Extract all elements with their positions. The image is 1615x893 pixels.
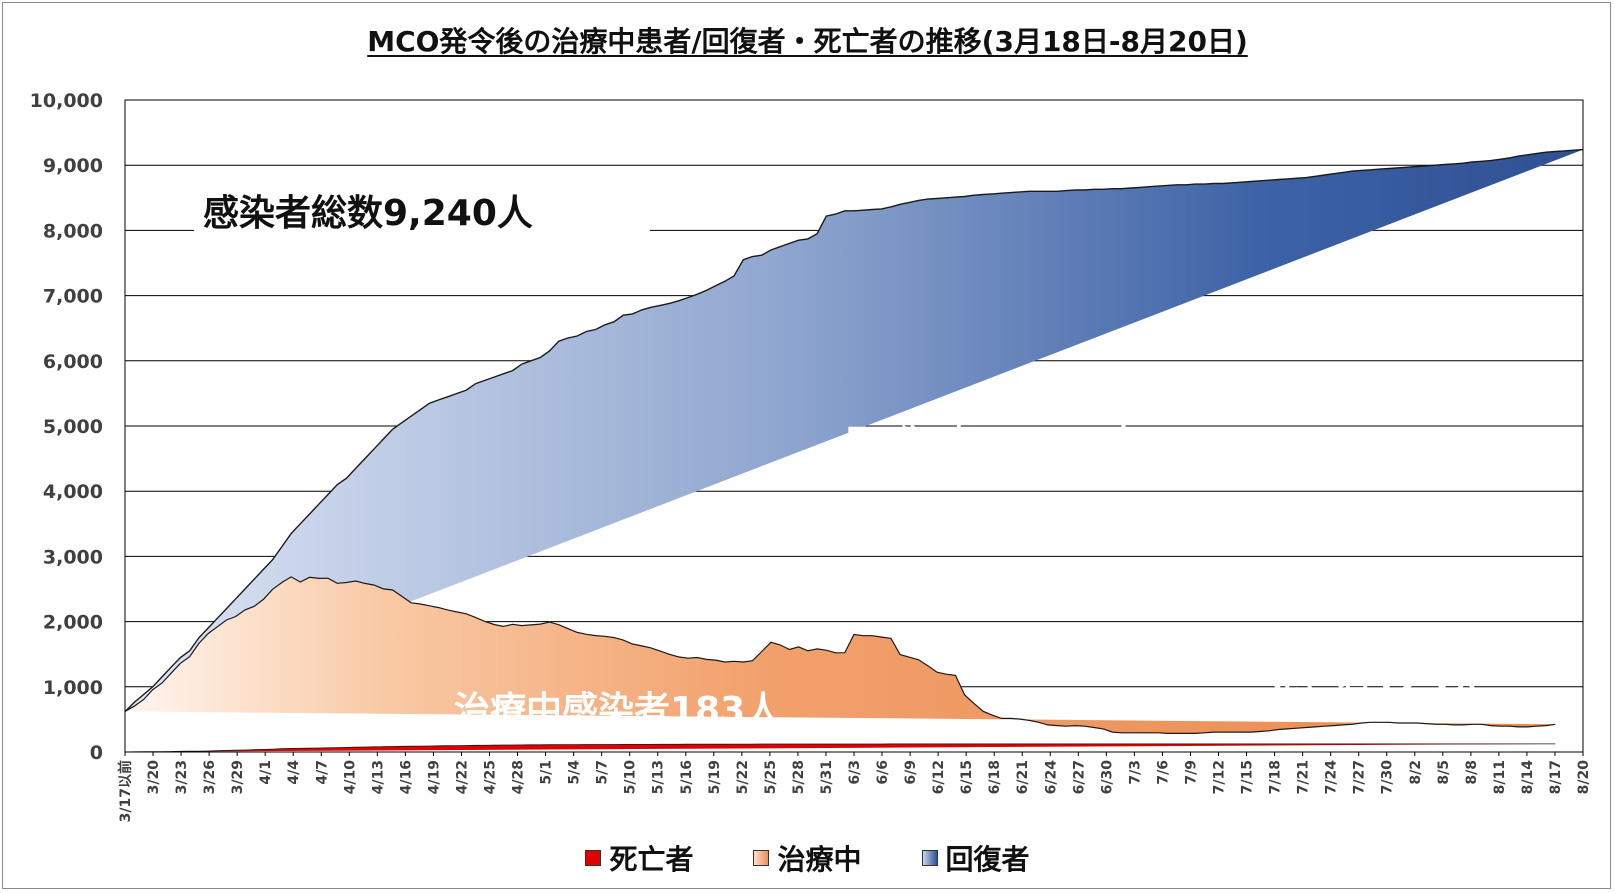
y-tick-label: 0 [90,742,103,764]
annotation-deaths: 死亡者125人 [1265,662,1484,703]
x-tick-label: 8/14 [1520,760,1536,795]
legend-swatch-treatment [753,850,770,866]
x-tick-label: 5/16 [679,760,695,794]
legend-item-treatment: 治療中 [753,838,862,878]
x-tick-label: 6/18 [987,760,1003,794]
y-tick-label: 9,000 [43,155,103,177]
x-tick-label: 5/31 [819,760,835,794]
x-tick-label: 7/9 [1183,760,1199,785]
y-tick-label: 10,000 [30,90,103,112]
x-tick-label: 7/15 [1240,760,1256,794]
x-tick-label: 7/12 [1212,760,1228,794]
x-tick-label: 5/4 [567,760,583,785]
chart-title-text: MCO発令後の治療中患者/回復者・死亡者の推移(3月18日-8月20日) [367,25,1248,58]
series-areas [124,148,1584,753]
x-tick-label: 4/16 [398,760,414,794]
total-label-background [194,188,650,232]
y-tick-label: 1,000 [43,677,103,699]
x-tick-label: 5/13 [651,760,667,794]
x-tick-label: 6/21 [1015,760,1031,794]
legend-swatch-deaths [585,850,602,866]
x-tick-label: 3/29 [230,760,246,794]
x-tick-label: 8/2 [1408,760,1424,785]
x-tick-label: 7/3 [1127,760,1143,785]
annotation-in-treatment: 治療中感染者183人 [454,690,781,731]
series-deaths-area [125,743,1556,752]
legend-label-deaths: 死亡者 [609,843,694,876]
x-tick-label: 6/27 [1071,760,1087,794]
x-tick-label: 7/30 [1380,760,1396,795]
y-tick-label: 4,000 [43,481,103,503]
legend-label-treatment: 治療中 [777,843,862,876]
x-tick-label: 5/25 [763,760,779,794]
x-tick-label: 5/22 [735,760,751,794]
x-tick-label: 8/5 [1436,760,1452,785]
y-tick-label: 7,000 [43,286,103,308]
x-tick-label: 3/23 [174,760,190,794]
x-tick-label: 4/13 [370,760,386,794]
x-tick-label: 8/20 [1576,760,1592,795]
x-tick-label: 5/10 [623,760,639,795]
series-recovered-outline [124,148,1584,713]
x-tick-label: 5/7 [595,760,611,785]
x-tick-label: 7/21 [1296,760,1312,794]
x-tick-label: 3/26 [202,760,218,794]
x-tick-label: 4/7 [314,760,330,785]
y-tick-label: 3,000 [43,546,103,568]
series-treatment-area [125,576,1556,734]
x-tick-label: 7/27 [1352,760,1368,794]
y-axis-ticks: 0 1,000 2,000 3,000 4,000 5,000 6,000 7,000 8,00… [30,90,103,764]
x-tick-label: 4/4 [286,760,302,785]
chart-title: MCO発令後の治療中患者/回復者・死亡者の推移(3月18日-8月20日) [0,20,1615,60]
x-tick-label: 6/3 [847,760,863,785]
x-tick-label: 4/22 [454,760,470,794]
x-tick-label: 8/17 [1548,760,1564,794]
x-tick-label: 5/1 [539,760,555,785]
series-treatment-outline [124,576,1556,734]
x-tick-label: 3/17以前 [117,760,134,822]
annotation-recovered: 回 復 者 8,932人 [846,424,1141,465]
x-tick-label: 6/30 [1099,760,1115,795]
series-deaths-outline [124,743,1556,753]
series-recovered-area [125,149,1583,712]
legend-item-deaths: 死亡者 [585,838,693,878]
x-tick-label: 5/28 [791,760,807,794]
x-axis-ticks: 3/17以前 3/20 3/23 3/26 3/29 4/1 4/4 4/7 4/10 4/13 4… [117,752,1592,822]
x-tick-label: 7/24 [1324,760,1340,795]
x-tick-label: 6/24 [1043,760,1059,795]
x-tick-label: 5/19 [707,760,723,794]
legend-label-recovered: 回復者 [945,843,1030,876]
x-tick-label: 8/8 [1464,760,1480,785]
x-tick-label: 6/6 [875,760,891,785]
x-tick-label: 7/18 [1268,760,1284,794]
y-tick-label: 6,000 [43,351,103,373]
x-tick-label: 4/25 [483,760,499,794]
x-tick-label: 4/19 [426,760,442,794]
x-tick-label: 6/15 [959,760,975,794]
legend: 死亡者 治療中 回復者 [0,838,1615,878]
legend-item-recovered: 回復者 [921,838,1030,878]
x-tick-label: 4/28 [511,760,527,794]
x-tick-label: 7/6 [1155,760,1171,785]
y-tick-label: 8,000 [43,220,103,242]
y-tick-label: 5,000 [43,416,103,438]
x-tick-label: 8/11 [1492,760,1508,794]
x-tick-label: 6/12 [931,760,947,794]
legend-swatch-recovered [921,850,938,866]
x-tick-label: 4/10 [342,760,358,795]
x-tick-label: 6/9 [903,760,919,785]
x-tick-label: 4/1 [258,760,274,785]
y-tick-label: 2,000 [43,612,103,634]
annotation-total-infected: 感染者総数9,240人 [203,193,533,234]
x-tick-label: 3/20 [146,760,162,795]
